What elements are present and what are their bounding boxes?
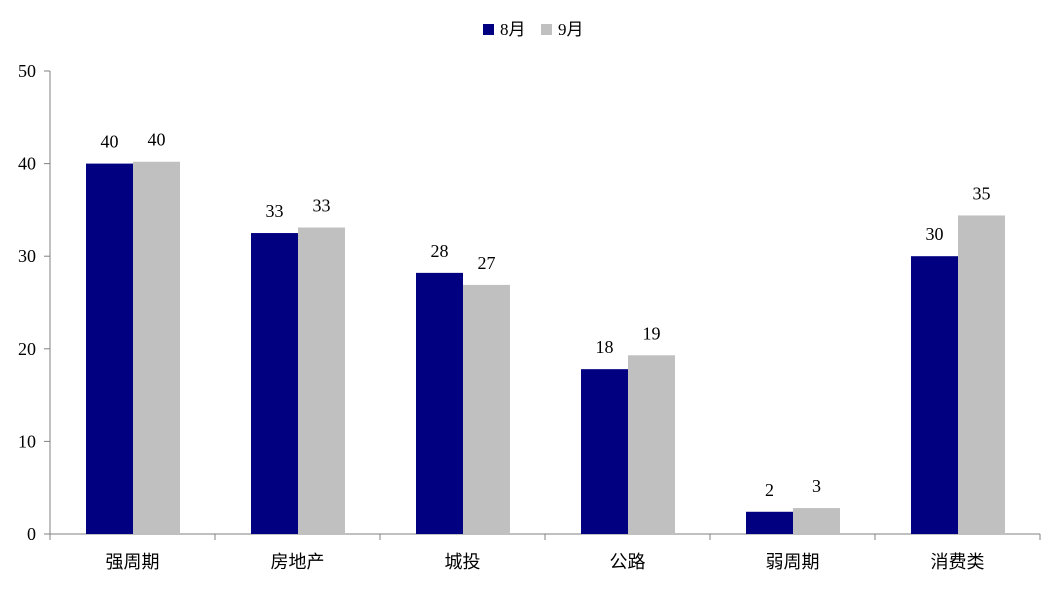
bar-data-label: 18 [596,337,614,357]
bar [251,233,298,535]
bar [581,369,628,534]
data-labels: 40 33 28 18 2 30 40 33 27 19 3 35 [101,130,991,500]
bar-data-label: 2 [765,480,774,500]
legend-swatch [483,24,494,35]
y-tick-label: 10 [18,431,36,451]
bar-data-label: 28 [431,241,449,261]
bar [416,272,463,534]
y-tick-label: 0 [27,524,36,544]
bar-data-label: 40 [101,132,119,152]
y-axis: 0 10 20 30 40 50 [18,61,51,544]
x-category-label: 城投 [445,552,481,572]
x-axis: 强周期 房地产 城投 公路 弱周期 消费类 [49,533,1041,572]
bar [86,163,133,534]
bar [911,256,958,534]
bar-data-label: 33 [266,201,284,221]
x-category-label: 公路 [610,552,646,572]
bars [86,161,1005,535]
bar-data-label: 40 [148,130,166,150]
bar [298,227,345,534]
legend-label: 8月 [500,20,526,39]
y-tick-label: 40 [18,154,36,174]
y-tick-label: 20 [18,339,36,359]
bar-data-label: 33 [313,195,331,215]
bar-data-label: 19 [643,323,661,343]
bar [746,511,793,534]
bar-data-label: 30 [926,224,944,244]
bar-data-label: 3 [812,476,821,496]
bar-data-label: 27 [478,253,496,273]
bar [793,508,840,534]
bar-data-label: 35 [973,183,991,203]
legend-swatch [541,24,552,35]
y-tick-label: 50 [18,61,36,81]
bar [628,355,675,534]
x-category-label: 弱周期 [766,552,820,572]
x-category-label: 强周期 [106,552,160,572]
x-category-label: 房地产 [271,552,325,572]
bar [958,215,1005,534]
y-tick-label: 30 [18,246,36,266]
bar [133,161,180,535]
x-category-label: 消费类 [931,552,985,572]
legend: 8月 9月 [483,20,584,39]
bar [463,284,510,534]
legend-label: 9月 [558,20,584,39]
